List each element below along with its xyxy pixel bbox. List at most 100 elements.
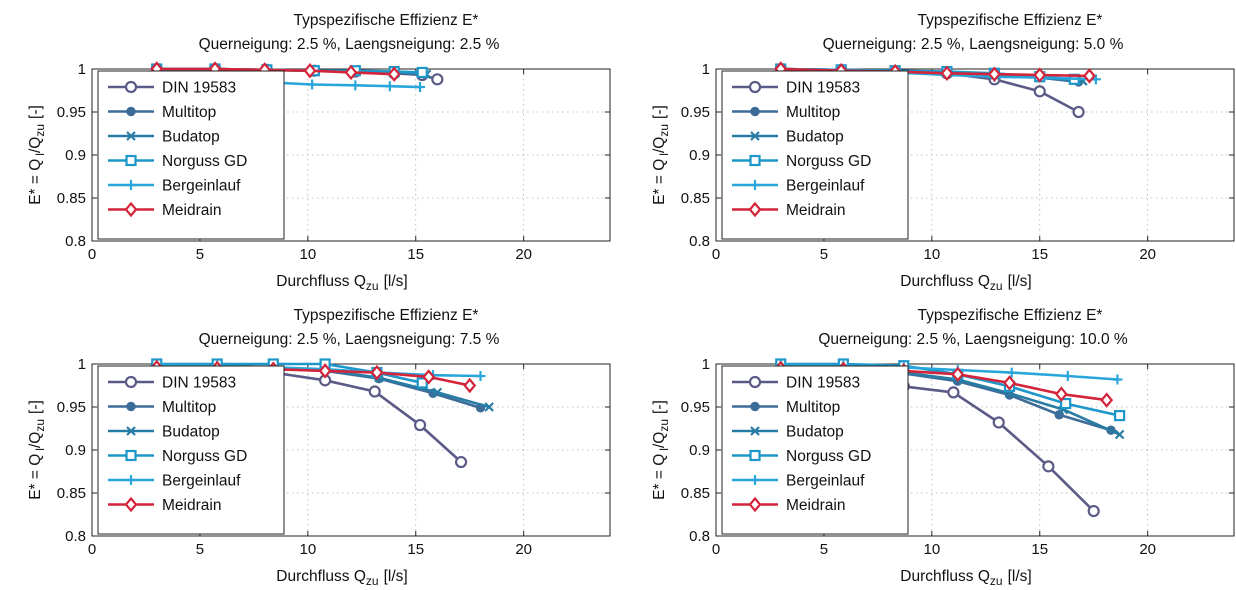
legend-label: Bergeinlauf [162,178,241,195]
legend-item: Norguss GD [108,153,247,170]
legend-marker [750,131,760,141]
x-axis-label-unit: [l/s] [1008,273,1032,290]
data-point [422,369,436,385]
chart-panel-3: 0 5 10 15 20 0.8 0.85 0.9 0.95 1 Typspezifische Ef… [27,307,611,588]
legend-item: Multitop [108,399,216,416]
y-tick-label: 0.95 [57,104,86,121]
data-point [384,81,395,92]
x-tick-label: 20 [1139,246,1156,263]
chart-subtitle: Querneigung: 2.5 %, Laengsneigung: 7.5 % [199,331,500,348]
chart-title: Typspezifische Effizienz E* [918,307,1103,324]
x-axis-label-main: Durchfluss Q [276,273,366,290]
legend-marker [126,180,136,190]
legend-marker [748,375,762,389]
data-point [413,418,427,432]
legend: DIN 19583 Multitop Budatop Norguss GD Bergei… [97,70,285,240]
x-axis-label-sub: zu [366,574,379,588]
data-point [303,63,317,79]
chart-subtitle: Querneigung: 2.5 %, Laengsneigung: 5.0 % [823,36,1124,53]
legend-item: Multitop [732,399,840,416]
y-axis-label-sub2: zu [33,419,47,432]
chart-subtitle: Querneigung: 2.5 %, Laengsneigung: 2.5 % [199,36,500,53]
x-axis-label: Durchfluss Qzu [l/s] [900,273,1031,293]
legend-marker [126,131,136,141]
legend-label: Budatop [786,129,844,146]
legend-item: Norguss GD [732,153,871,170]
y-axis-label-sub2: zu [657,419,671,432]
data-point [432,387,443,398]
legend-item: Bergeinlauf [108,178,241,195]
legend-label: Budatop [162,424,220,441]
x-tick-label: 15 [1031,246,1048,263]
x-tick-label: 15 [407,246,424,263]
y-axis-label-mid: /Q [651,137,668,153]
x-axis-label-sub: zu [990,279,1003,293]
y-axis-label: E* = Q l/Qzu [-] [27,400,47,500]
legend-marker [126,475,136,485]
legend-label: Budatop [786,424,844,441]
data-point [350,80,361,91]
x-axis-label-main: Durchfluss Q [276,568,366,585]
x-tick-label: 0 [88,541,96,558]
chart-panel-1: 0 5 10 15 20 0.8 0.85 0.9 0.95 1 Typspezifische Ef… [27,12,611,293]
data-point [1114,410,1126,422]
legend-label: Meidrain [786,202,845,219]
legend-item: Budatop [108,129,220,146]
legend-marker [748,201,762,218]
data-point [484,402,494,412]
y-tick-label: 0.9 [689,147,710,164]
y-tick-label: 1 [702,61,710,78]
legend-label: Norguss GD [162,153,247,170]
legend-item: Meidrain [108,201,221,219]
legend-item: Bergeinlauf [732,473,865,490]
legend-item: Norguss GD [108,448,247,465]
legend-label: Meidrain [162,202,221,219]
legend-label: Norguss GD [162,448,247,465]
y-axis-label-sub1: l [33,153,47,156]
y-tick-label: 0.95 [681,399,710,416]
legend-label: Multitop [162,399,216,416]
y-tick-label: 0.8 [689,528,710,545]
legend-marker [750,475,760,485]
legend-marker [126,401,136,412]
legend-marker [124,496,138,513]
legend-item: DIN 19583 [732,375,860,392]
legend-label: Bergeinlauf [162,473,241,490]
x-tick-label: 20 [515,541,532,558]
legend-label: Norguss GD [786,448,871,465]
data-point [1033,85,1046,98]
legend-marker [750,426,760,436]
data-point [416,66,428,79]
x-tick-label: 5 [196,246,204,263]
legend-item: Budatop [732,424,844,441]
data-point [1100,392,1114,408]
data-point [947,386,960,399]
y-tick-label: 0.8 [689,233,710,250]
legend-item: Norguss GD [732,448,871,465]
legend-label: Multitop [786,399,840,416]
y-axis-label-unit: [-] [27,400,44,414]
data-point [1003,375,1016,391]
y-axis-label-sub1: l [657,153,671,156]
y-axis-label-main: E* = Q [651,159,668,205]
legend-marker [750,106,760,117]
legend-marker [750,401,760,412]
legend-label: DIN 19583 [162,80,236,97]
legend-label: DIN 19583 [786,80,860,97]
chart-title: Typspezifische Effizienz E* [294,12,479,29]
x-tick-label: 5 [820,541,828,558]
legend-item: DIN 19583 [732,80,860,97]
legend-item: Budatop [732,129,844,146]
y-tick-label: 1 [78,61,86,78]
legend-label: Bergeinlauf [786,178,865,195]
data-point [1060,397,1072,410]
legend: DIN 19583 Multitop Budatop Norguss GD Bergei… [721,365,909,535]
y-tick-label: 0.8 [65,233,86,250]
legend-item: Meidrain [108,496,221,514]
y-axis-label-unit: [-] [27,105,44,119]
data-point [1042,460,1055,473]
legend: DIN 19583 Multitop Budatop Norguss GD Bergei… [97,365,285,535]
x-tick-label: 10 [299,541,316,558]
x-axis-label: Durchfluss Qzu [l/s] [276,568,407,588]
